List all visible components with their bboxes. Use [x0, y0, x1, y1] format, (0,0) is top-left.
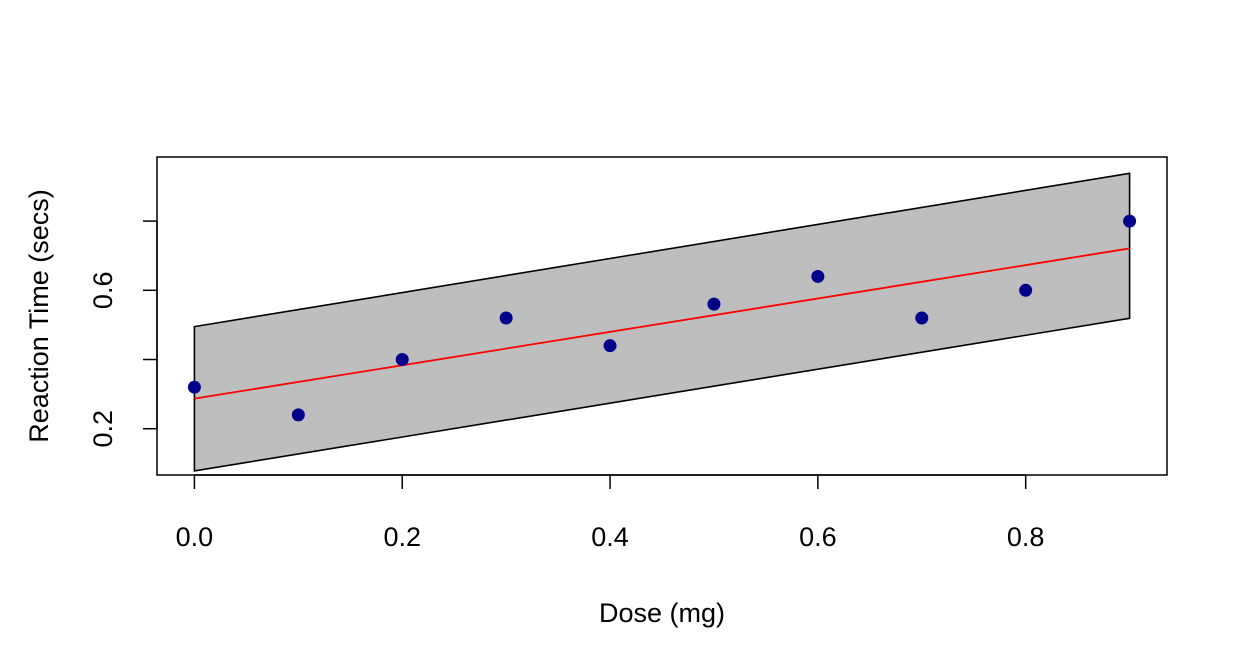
data-point: [915, 311, 929, 325]
prediction-band-layer: [193, 172, 1131, 472]
data-point: [499, 311, 513, 325]
data-point: [1019, 283, 1033, 297]
data-point: [811, 269, 825, 283]
y-tick-label: 0.6: [88, 272, 118, 310]
x-tick-label: 0.8: [1007, 522, 1045, 552]
x-tick-label: 0.2: [383, 522, 421, 552]
data-points-layer: [187, 214, 1137, 422]
y-axis-title: Reaction Time (secs): [24, 189, 54, 443]
x-axis: 0.0 0.2 0.4 0.6 0.8: [176, 474, 1045, 552]
y-tick-label: 0.2: [88, 410, 118, 448]
data-point: [707, 297, 721, 311]
x-tick-label: 0.6: [799, 522, 837, 552]
data-point: [603, 339, 617, 353]
data-point: [395, 353, 409, 367]
prediction-band: [193, 172, 1131, 472]
x-tick-label: 0.4: [591, 522, 629, 552]
x-tick-label: 0.0: [176, 522, 214, 552]
fit-line-layer: [194, 247, 1130, 400]
fit-line: [194, 247, 1130, 400]
data-point: [187, 380, 201, 394]
data-point: [291, 408, 305, 422]
data-point: [1123, 214, 1137, 228]
x-axis-title: Dose (mg): [599, 598, 725, 628]
y-axis: 0.2 0.6: [88, 220, 158, 448]
